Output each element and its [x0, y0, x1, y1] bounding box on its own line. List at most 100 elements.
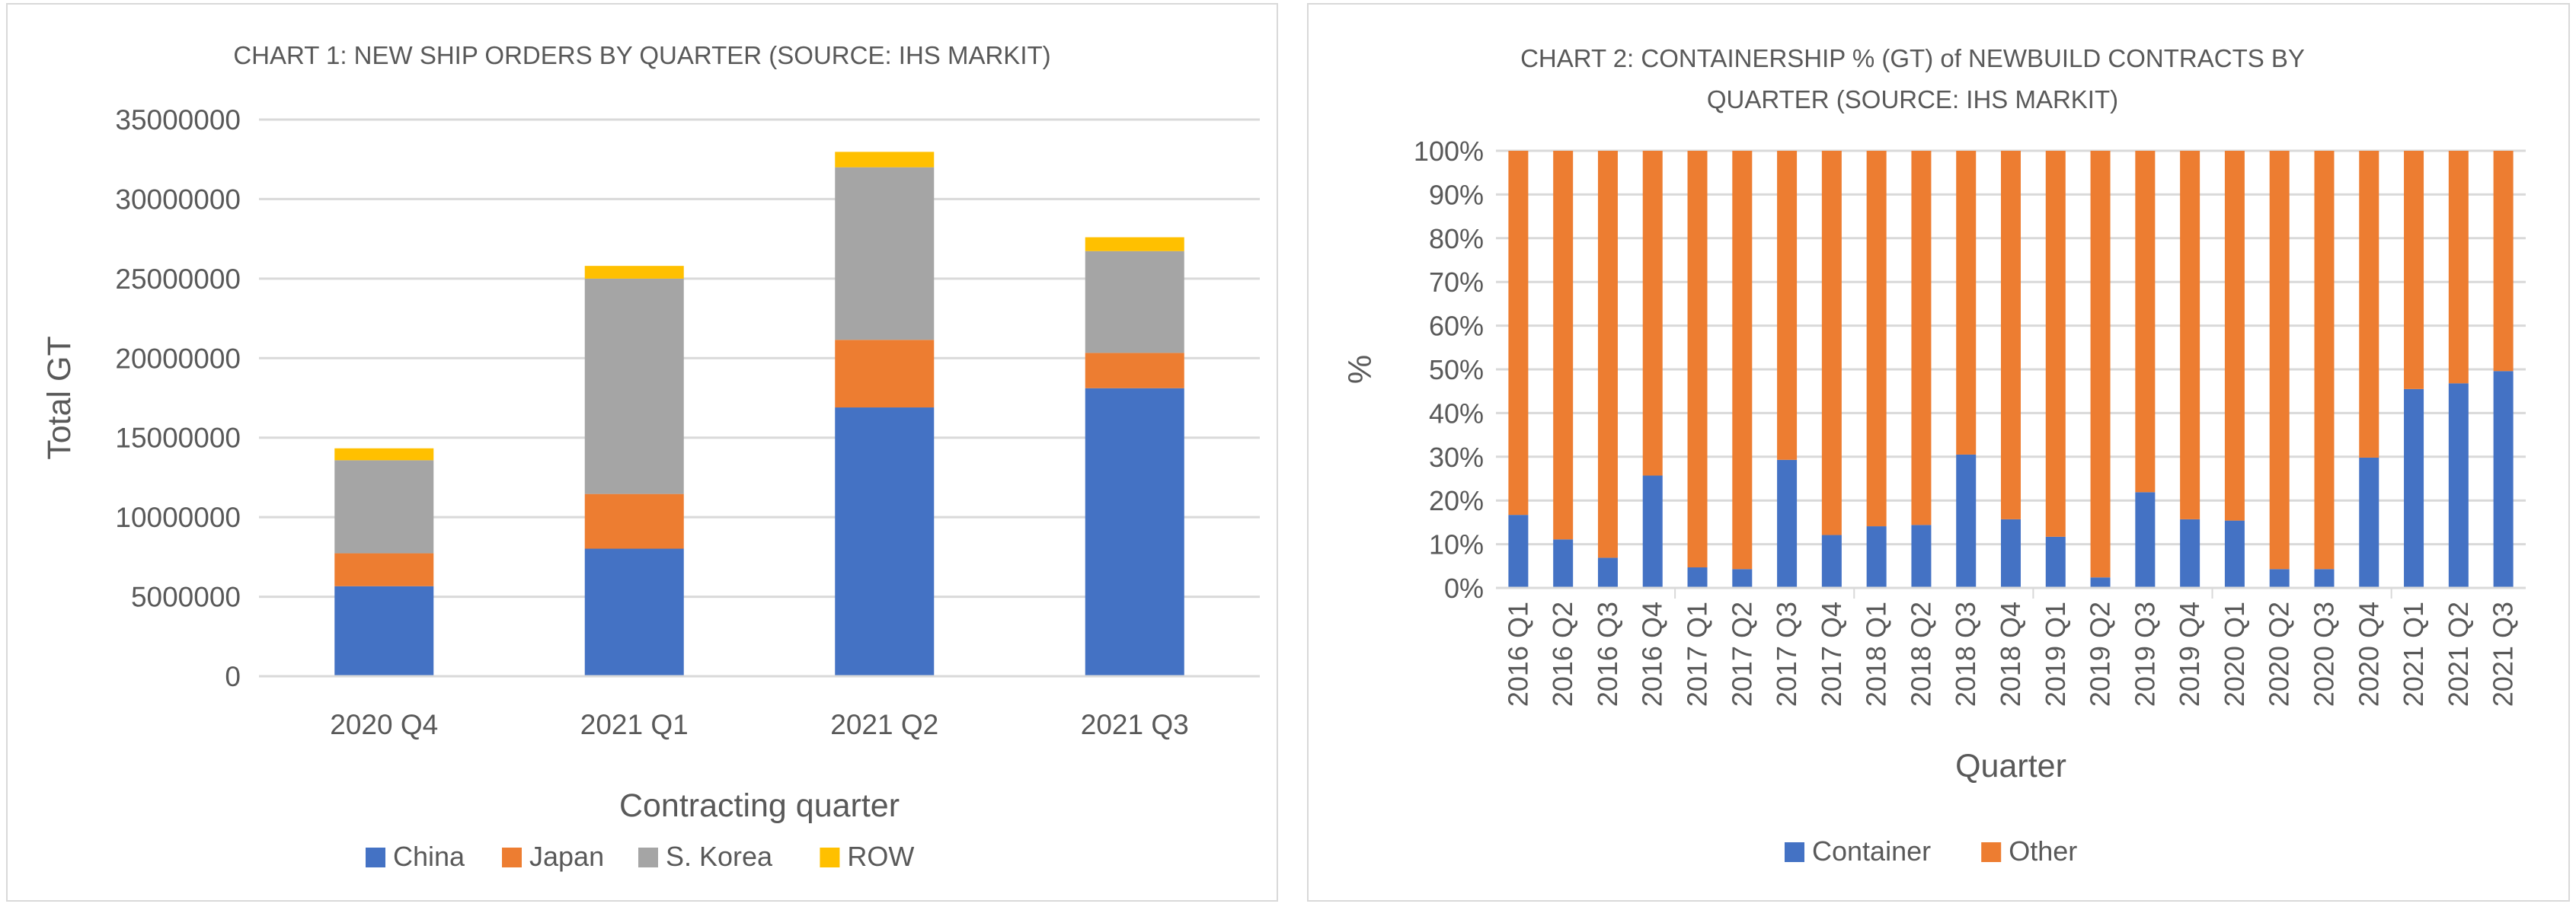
y-tick-label: 10%	[1429, 529, 1484, 560]
bar-container	[1956, 454, 1977, 588]
bar-container	[1687, 567, 1708, 588]
x-tick-label: 2021 Q1	[580, 709, 689, 740]
bar-container	[2180, 519, 2200, 588]
bar-container	[2359, 457, 2379, 588]
bar-other	[1777, 151, 1798, 460]
y-axis-title: Total GT	[41, 336, 78, 460]
bar-other	[1956, 151, 1977, 455]
x-tick-label: 2021 Q3	[1081, 709, 1189, 740]
y-tick-label: 80%	[1429, 223, 1484, 254]
bar-container	[2224, 520, 2245, 588]
bar-container	[2090, 577, 2111, 588]
legend-swatch-japan	[502, 848, 522, 867]
bar-other	[2404, 151, 2424, 389]
bar-china	[1085, 388, 1184, 676]
bar-china	[584, 548, 684, 676]
chart-1: CHART 1: NEW SHIP ORDERS BY QUARTER (SOU…	[41, 41, 1260, 872]
bar-other	[2448, 151, 2469, 384]
x-tick-label: 2016 Q1	[1502, 602, 1533, 707]
legend-swatch-s-korea	[638, 848, 658, 867]
bar-container	[2045, 536, 2066, 588]
bar-container	[2314, 569, 2335, 588]
y-tick-label: 30000000	[115, 184, 241, 215]
y-tick-label: 60%	[1429, 311, 1484, 342]
chart-title-line: CHART 2: CONTAINERSHIP % (GT) of NEWBUIL…	[1520, 44, 2305, 72]
y-tick-label: 5000000	[131, 582, 241, 613]
y-tick-label: 35000000	[115, 104, 241, 136]
bar-s-korea	[584, 278, 684, 494]
chart-title: CHART 1: NEW SHIP ORDERS BY QUARTER (SOU…	[233, 41, 1050, 69]
bar-s-korea	[334, 460, 434, 554]
x-tick-label: 2021 Q1	[2398, 602, 2429, 707]
y-tick-label: 30%	[1429, 442, 1484, 473]
legend-swatch-row	[820, 848, 840, 867]
bar-other	[2001, 151, 2021, 519]
bar-container	[2135, 492, 2156, 588]
bar-other	[1597, 151, 1618, 558]
bar-container	[1642, 475, 1663, 588]
x-tick-label: 2020 Q4	[330, 709, 438, 740]
bar-other	[2314, 151, 2335, 570]
x-tick-label: 2016 Q2	[1547, 602, 1578, 707]
bar-container	[2404, 388, 2424, 588]
x-tick-label: 2021 Q2	[830, 709, 938, 740]
bar-other	[1821, 151, 1842, 535]
bar-container	[1777, 459, 1798, 588]
bar-container	[2269, 569, 2290, 588]
bar-row	[835, 152, 935, 168]
legend-label: ROW	[847, 841, 914, 872]
bar-row	[1085, 237, 1184, 251]
bar-other	[1642, 151, 1663, 476]
x-tick-label: 2018 Q1	[1861, 602, 1892, 707]
x-tick-label: 2017 Q3	[1771, 602, 1802, 707]
y-tick-label: 15000000	[115, 423, 241, 454]
bar-other	[1553, 151, 1574, 540]
x-tick-label: 2020 Q4	[2353, 602, 2384, 707]
bar-japan	[1085, 353, 1184, 388]
bar-other	[1911, 151, 1932, 525]
bar-row	[584, 266, 684, 279]
legend-label: Other	[2009, 835, 2077, 867]
x-tick-label: 2019 Q1	[2040, 602, 2071, 707]
legend-label: Container	[1812, 835, 1931, 867]
x-tick-label: 2018 Q3	[1950, 602, 1981, 707]
y-tick-label: 70%	[1429, 267, 1484, 298]
bar-other	[2224, 151, 2245, 521]
bar-japan	[584, 493, 684, 549]
bar-other	[2180, 151, 2200, 519]
bar-other	[2045, 151, 2066, 537]
bar-container	[2001, 519, 2021, 588]
x-tick-label: 2016 Q3	[1592, 602, 1623, 707]
x-tick-label: 2019 Q4	[2174, 602, 2205, 707]
x-tick-label: 2018 Q4	[1995, 602, 2026, 707]
bar-container	[1821, 535, 1842, 588]
x-tick-label: 2017 Q2	[1726, 602, 1757, 707]
legend-label: Japan	[529, 841, 604, 872]
bar-s-korea	[1085, 251, 1184, 353]
x-axis-title: Quarter	[1955, 748, 2066, 784]
legend-swatch-container	[1785, 842, 1804, 862]
legend-label: China	[393, 841, 465, 872]
bar-other	[2359, 151, 2379, 458]
legend-label: S. Korea	[666, 841, 773, 872]
bar-container	[1911, 525, 1932, 588]
chart-2: CHART 2: CONTAINERSHIP % (GT) of NEWBUIL…	[1342, 44, 2526, 867]
x-axis-title: Contracting quarter	[619, 787, 900, 824]
x-tick-label: 2016 Q4	[1637, 602, 1668, 707]
x-tick-label: 2017 Q1	[1682, 602, 1713, 707]
bar-container	[1508, 515, 1529, 588]
x-tick-label: 2017 Q4	[1816, 602, 1847, 707]
chart-2-panel: CHART 2: CONTAINERSHIP % (GT) of NEWBUIL…	[1307, 3, 2570, 902]
y-tick-label: 50%	[1429, 354, 1484, 385]
bar-container	[2493, 371, 2514, 588]
x-tick-label: 2019 Q2	[2085, 602, 2116, 707]
y-tick-label: 100%	[1414, 136, 1484, 167]
bar-japan	[334, 553, 434, 586]
y-tick-label: 0	[225, 661, 241, 692]
bar-other	[2135, 151, 2156, 493]
bar-other	[2493, 151, 2514, 372]
y-tick-label: 10000000	[115, 502, 241, 533]
y-tick-label: 90%	[1429, 179, 1484, 210]
x-tick-label: 2020 Q1	[2219, 602, 2250, 707]
bar-japan	[835, 340, 935, 408]
